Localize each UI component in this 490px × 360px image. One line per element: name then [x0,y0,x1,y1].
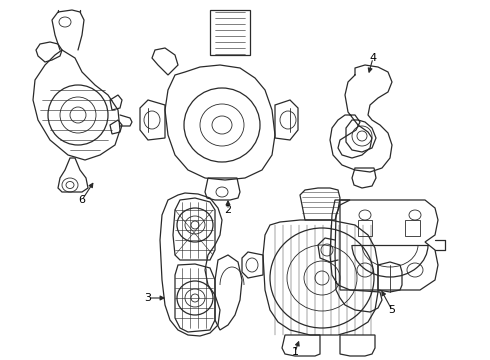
Text: 3: 3 [145,293,151,303]
Text: 6: 6 [78,195,85,205]
Text: 1: 1 [292,347,298,357]
Text: 2: 2 [224,205,232,215]
Text: 5: 5 [389,305,395,315]
Text: 4: 4 [369,53,376,63]
